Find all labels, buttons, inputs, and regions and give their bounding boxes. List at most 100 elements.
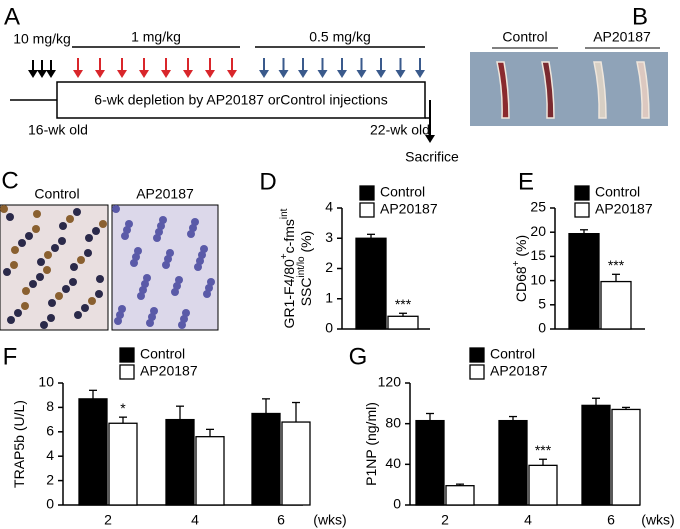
x-unit: (wks) <box>313 512 346 528</box>
legend-label: Control <box>380 184 425 200</box>
cell <box>25 232 33 240</box>
panel-label: G <box>349 343 368 370</box>
panel-label: A <box>4 3 20 30</box>
cell <box>59 222 67 230</box>
significance: * <box>120 400 126 416</box>
y-axis-label-part: (%) <box>298 231 314 257</box>
arrow-head <box>278 70 289 78</box>
legend-swatch <box>469 364 485 380</box>
cell <box>207 278 215 286</box>
x-unit: (wks) <box>641 512 674 528</box>
cell <box>66 215 74 223</box>
cell <box>40 321 48 329</box>
cell <box>125 220 133 228</box>
y-tick-label: 6 <box>46 423 54 439</box>
arrow-head <box>259 70 269 78</box>
cell <box>62 285 70 293</box>
arrow-head <box>95 70 105 78</box>
bar <box>165 418 195 506</box>
bar <box>568 233 600 330</box>
cell <box>70 263 78 271</box>
cell <box>11 246 19 254</box>
cell <box>44 251 52 259</box>
y-tick-label: 8 <box>46 398 54 414</box>
cell <box>85 234 93 242</box>
y-axis-label-part: TRAP5b (U/L) <box>11 400 27 488</box>
cell <box>96 275 104 283</box>
y-tick-label: 2 <box>325 259 333 275</box>
dose-label: 0.5 mg/kg <box>309 29 370 45</box>
arrow-head <box>298 70 308 78</box>
legend-label: Control <box>140 346 185 362</box>
arrow-head <box>37 70 47 78</box>
cell <box>95 290 103 298</box>
x-tick-label: 6 <box>607 512 615 528</box>
bone <box>636 61 650 119</box>
y-tick-label: 10 <box>530 271 546 287</box>
y-axis-label-part: SSC <box>298 278 314 307</box>
cell <box>47 314 55 322</box>
legend-swatch <box>119 364 135 380</box>
significance: *** <box>535 442 552 458</box>
cell <box>55 292 63 300</box>
y-tick-label: 80 <box>385 414 401 430</box>
y-tick-label: 1 <box>325 289 333 305</box>
x-tick-label: 2 <box>441 512 449 528</box>
y-tick-label: 25 <box>530 199 546 215</box>
y-tick-label: 5 <box>538 296 546 312</box>
y-tick-label: 2 <box>46 471 54 487</box>
significance: *** <box>608 257 625 273</box>
arrow-head <box>28 70 38 78</box>
cell <box>58 237 66 245</box>
bar <box>498 419 528 506</box>
histology-label: AP20187 <box>136 186 194 202</box>
panel-label: E <box>518 168 534 195</box>
cell <box>118 305 126 313</box>
cell <box>77 256 85 264</box>
cell <box>69 278 77 286</box>
bar <box>445 485 475 506</box>
cell <box>112 205 120 213</box>
y-axis-label-part: int <box>279 208 290 219</box>
legend-label: AP20187 <box>140 363 198 379</box>
cell <box>6 213 14 221</box>
arrow-head <box>356 70 367 78</box>
cell <box>175 276 183 284</box>
cell <box>10 261 18 269</box>
cell <box>3 268 11 276</box>
arrow-head <box>161 70 171 78</box>
y-tick-label: 120 <box>378 374 402 390</box>
bar <box>611 408 641 506</box>
cell <box>200 245 208 253</box>
y-axis-label: CD68+ (%) <box>511 235 529 302</box>
histology-label: Control <box>34 186 79 202</box>
y-axis-label-part: (%) <box>513 235 529 261</box>
panel-label: F <box>3 343 18 370</box>
cell <box>51 244 59 252</box>
legend-swatch <box>469 347 485 363</box>
cell <box>88 297 96 305</box>
cell <box>73 208 81 216</box>
cell <box>43 266 51 274</box>
bone-label: AP20187 <box>593 29 651 45</box>
legend-label: Control <box>490 346 535 362</box>
bone <box>496 61 510 119</box>
legend-swatch <box>574 185 590 201</box>
arrow-head <box>337 70 347 78</box>
arrow-head <box>139 70 149 78</box>
y-axis-label: SSCint/lo (%) <box>296 231 314 307</box>
arrow-head <box>183 70 193 78</box>
panel-label: B <box>632 3 648 30</box>
legend-label: AP20187 <box>380 201 438 217</box>
arrow-head <box>46 70 56 78</box>
legend-label: Control <box>595 184 640 200</box>
y-tick-label: 40 <box>385 455 401 471</box>
cell <box>36 273 44 281</box>
schedule-box <box>56 81 426 119</box>
cell <box>134 247 142 255</box>
bar <box>387 315 419 330</box>
legend-swatch <box>359 185 375 201</box>
cell <box>191 218 199 226</box>
age-label: 22-wk old <box>370 122 430 138</box>
